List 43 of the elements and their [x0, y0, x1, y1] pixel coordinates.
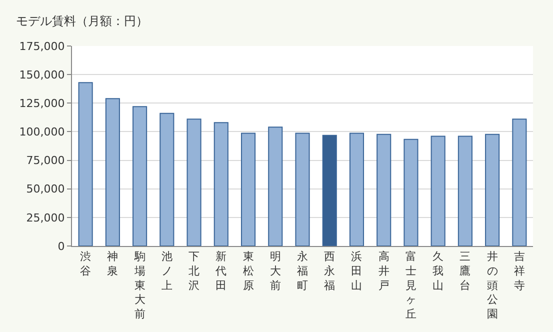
x-tick-label: 東松原	[242, 250, 254, 292]
y-tick-label: 25,000	[26, 211, 65, 224]
y-tick-label: 175,000	[19, 40, 65, 53]
bar	[485, 134, 500, 246]
bar	[376, 134, 392, 246]
bar	[78, 82, 93, 246]
x-tick-label: 高井戸	[378, 250, 390, 292]
bar	[132, 106, 148, 246]
x-tick-label: 三鷹台	[460, 250, 471, 292]
x-tick-label: 渋谷	[80, 250, 92, 278]
x-tick-label: 井の頭公園	[486, 250, 498, 320]
x-tick-label: 西永福	[324, 250, 336, 292]
chart-title: モデル賃料（月額：円）	[16, 14, 148, 28]
y-tick-label: 75,000	[26, 154, 65, 168]
bar	[322, 134, 337, 246]
y-tick-label: 125,000	[19, 96, 65, 110]
bar	[512, 118, 527, 246]
x-tick-label: 久我山	[432, 250, 444, 292]
bar	[160, 112, 174, 246]
x-tick-label: 明大前	[270, 250, 281, 292]
y-tick-label: 100,000	[19, 126, 65, 139]
bar	[295, 132, 310, 246]
bar	[349, 132, 364, 246]
y-tick-label: 150,000	[19, 68, 65, 82]
y-tick-label: 0	[58, 240, 65, 253]
bar	[186, 118, 202, 246]
bar	[458, 136, 472, 246]
bar	[430, 136, 446, 246]
bar	[214, 122, 228, 246]
bar	[240, 132, 256, 246]
x-tick-label: 永福町	[297, 250, 308, 292]
x-tick-label: 浜田山	[351, 250, 362, 292]
bar	[404, 138, 418, 246]
x-tick-label: 下北沢	[188, 250, 200, 292]
x-tick-label: 吉祥寺	[514, 250, 525, 292]
x-tick-label: 富士見ヶ丘	[405, 250, 416, 320]
x-tick-label: 池ノ上	[161, 250, 172, 292]
x-tick-label: 神泉	[107, 250, 118, 278]
y-tick-label: 50,000	[26, 182, 65, 196]
x-tick-label: 新代田	[214, 250, 227, 292]
x-tick-label: 駒場東大前	[133, 250, 146, 320]
bar	[268, 126, 283, 246]
bar	[105, 98, 120, 246]
